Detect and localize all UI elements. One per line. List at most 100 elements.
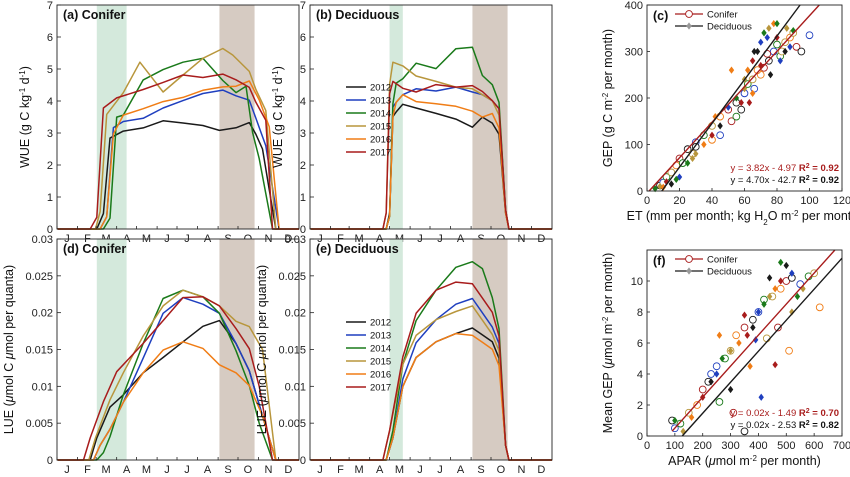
deciduous-point xyxy=(689,154,696,163)
eq-part: y = 0.02x - 2.53 xyxy=(731,420,799,431)
deciduous-point xyxy=(782,47,788,56)
deciduous-point xyxy=(758,393,764,401)
legend-label-2012: 2012 xyxy=(370,318,391,329)
spring-shading xyxy=(389,239,403,460)
deciduous-point xyxy=(766,274,773,282)
deciduous-point xyxy=(777,57,783,65)
legend-label-2015: 2015 xyxy=(370,122,391,133)
y-tick-label: 6 xyxy=(300,32,306,44)
eq-r2: = 0.92 xyxy=(810,175,839,186)
eq-sup: 2 xyxy=(806,408,810,415)
deciduous-point xyxy=(745,66,751,74)
y-tick-label: 4 xyxy=(300,96,306,108)
conifer-point xyxy=(737,105,746,114)
label-sup: -1 xyxy=(18,70,27,78)
label-part: mol m xyxy=(716,454,750,468)
eq-part: y = 3.82x - 4.97 xyxy=(731,163,799,174)
series-line-2013 xyxy=(310,86,552,230)
deciduous-point xyxy=(727,385,734,394)
autumn-shading xyxy=(472,5,508,229)
label-part: mol C xyxy=(2,359,16,395)
panel-title: (f) xyxy=(653,254,666,268)
deciduous-point xyxy=(752,336,759,344)
conifer-point xyxy=(785,346,793,355)
panel-d-lue-conifer: J F M A M J J A S O N D00.0050.010.0150.020.0250.03… xyxy=(2,234,300,476)
y-tick-label: 0.02 xyxy=(285,308,306,320)
equation-deciduous: y = 4.70x - 42.7 R2 = 0.92 xyxy=(731,175,840,187)
x-tick-label: 100 xyxy=(666,440,684,452)
y-tick-label: 4 xyxy=(637,369,643,381)
deciduous-point xyxy=(693,150,699,158)
deciduous-point xyxy=(717,122,723,130)
y-axis-label: WUE (g C kg-1 d-1) xyxy=(271,66,286,168)
y-tick-label: 3 xyxy=(300,128,306,140)
eq-sup: 2 xyxy=(806,163,810,170)
conifer-point xyxy=(716,131,724,140)
y-tick-label: 400 xyxy=(625,0,643,12)
y-tick-label: 10 xyxy=(631,276,643,288)
series-line-2016 xyxy=(57,341,299,461)
y-tick-label: 0.005 xyxy=(278,418,306,430)
x-axis-label: APAR (μmol m-2 per month) xyxy=(668,454,821,469)
x-tick-label-N: N xyxy=(518,464,526,476)
series-line-2016 xyxy=(57,80,299,230)
x-tick-label: 0 xyxy=(644,440,650,452)
y-tick-label: 7 xyxy=(300,0,306,12)
deciduous-point xyxy=(767,71,774,79)
x-tick-label-M: M xyxy=(101,464,110,476)
x-tick-label-J: J xyxy=(417,464,423,476)
conifer-point xyxy=(727,117,736,126)
deciduous-point xyxy=(684,159,691,167)
y-tick-label: 2 xyxy=(300,160,306,172)
series-line-2017 xyxy=(57,296,299,461)
y-tick-label: 0 xyxy=(300,455,306,467)
y-axis-label: LUE (μmol C μmol per quanta) xyxy=(2,265,16,434)
deciduous-point xyxy=(761,300,767,308)
deciduous-point xyxy=(672,416,678,425)
label-mu: μ xyxy=(2,352,16,360)
deciduous-point xyxy=(778,277,784,285)
deciduous-point xyxy=(701,140,707,149)
panel-c-gep-vs-et: 0 20 40 60 80 100 120 0 100 200 300 400 (c) ConiferDe… xyxy=(601,0,850,227)
spring-shading xyxy=(389,5,403,229)
label-part: mol per quanta) xyxy=(255,265,269,353)
label-sub: 2 xyxy=(763,218,768,227)
label-part: ) xyxy=(18,66,32,70)
fit-line-deciduous xyxy=(681,257,843,437)
conifer-point xyxy=(740,323,749,332)
y-axis-label: LUE (μmol C μmol per quanta) xyxy=(255,265,269,434)
series-line-2015 xyxy=(310,305,552,461)
y-tick-label: 2 xyxy=(637,400,643,412)
autumn-shading xyxy=(219,239,255,460)
y-tick-label: 7 xyxy=(47,0,53,12)
conifer-point xyxy=(749,315,757,324)
y-tick-label: 5 xyxy=(300,64,306,76)
y-tick-label: 4 xyxy=(47,96,53,108)
series-line-2012 xyxy=(57,120,299,230)
label-sup: -2 xyxy=(601,316,610,324)
y-tick-label: 0.02 xyxy=(32,308,53,320)
deciduous-point xyxy=(713,370,720,378)
y-tick-label: 300 xyxy=(625,47,643,59)
legend-conifer-marker xyxy=(685,255,693,263)
x-tick-label: 100 xyxy=(800,195,818,207)
x-tick-label-J: J xyxy=(317,464,323,476)
conifer-point xyxy=(773,40,781,49)
deciduous-point xyxy=(749,89,756,97)
y-axis-label: WUE (g C kg-1 d-1) xyxy=(18,66,33,168)
deciduous-point xyxy=(772,285,778,293)
y-tick-label: 0.03 xyxy=(32,234,53,246)
legend-label-2015: 2015 xyxy=(370,357,391,368)
conifer-point xyxy=(797,47,806,56)
x-tick-label-J: J xyxy=(164,464,170,476)
eq-r: R xyxy=(799,408,806,419)
y-tick-label: 0.01 xyxy=(285,381,306,393)
deciduous-point xyxy=(744,331,750,339)
label-sup: -1 xyxy=(271,87,280,95)
x-tick-label-A: A xyxy=(376,464,384,476)
x-tick-label: 80 xyxy=(771,195,783,207)
x-tick-label-N: N xyxy=(265,464,273,476)
deciduous-point xyxy=(778,258,784,266)
label-part: per month) xyxy=(601,29,615,93)
